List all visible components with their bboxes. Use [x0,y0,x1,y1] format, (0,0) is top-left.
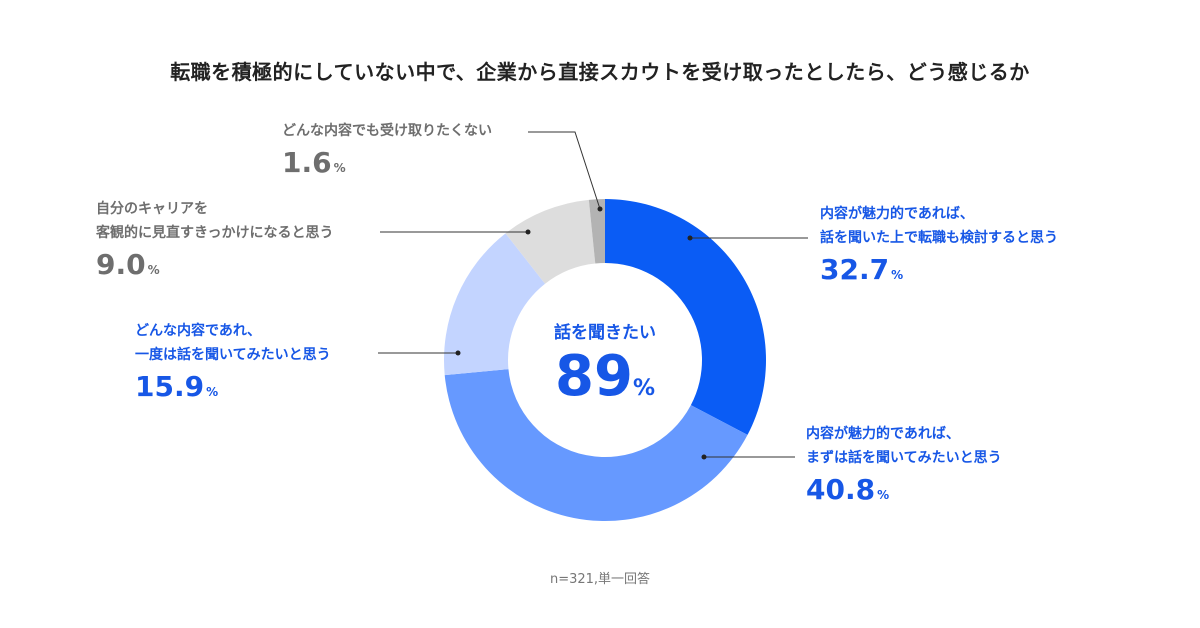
slice-value-2: 40.8% [806,473,890,506]
slice-label-4: 自分のキャリアを 客観的に見直すきっかけになると思う 9.0% [96,197,333,290]
slice-label-3: どんな内容であれ、 一度は話を聞いてみたいと思う 15.9% [135,319,331,412]
slice-value-1: 32.7% [820,253,904,286]
donut-slice-2 [444,369,748,521]
slice-label-2: 内容が魅力的であれば、 まずは話を聞いてみたいと思う 40.8% [806,422,1002,515]
donut-slice-4 [505,199,596,284]
slice-label-2-line-1: 内容が魅力的であれば、 [806,426,960,442]
donut-slice-5 [588,199,605,264]
slice-label-5: どんな内容でも受け取りたくない 1.6% [282,119,492,188]
donut-slice-3 [444,233,546,376]
leader-line-5 [528,131,601,210]
leader-dot-1 [687,235,693,241]
slice-label-1-line-2: 話を聞いた上で転職も検討すると思う [820,230,1058,246]
sample-note: n=321,単一回答 [549,572,651,587]
center-label: 話を聞きたい [554,323,656,343]
slice-value-3: 15.9% [135,370,219,403]
slice-label-3-line-2: 一度は話を聞いてみたいと思う [135,347,331,363]
slice-label-2-line-2: まずは話を聞いてみたいと思う [806,450,1002,466]
leader-dot-4 [525,229,531,235]
chart-title: 転職を積極的にしていない中で、企業から直接スカウトを受け取ったとしたら、どう感じ… [170,60,1030,84]
leader-dot-2 [701,454,707,460]
center-value: 89% [555,344,655,409]
slice-value-5: 1.6% [282,146,346,179]
slice-label-5-line-1: どんな内容でも受け取りたくない [282,123,492,139]
slice-label-4-line-2: 客観的に見直すきっかけになると思う [96,225,334,241]
slice-label-3-line-1: どんな内容であれ、 [135,323,261,339]
slice-label-4-line-1: 自分のキャリアを [96,201,208,217]
donut-slice-1 [605,199,766,435]
leader-dot-5 [597,206,603,212]
slice-label-1-line-1: 内容が魅力的であれば、 [820,206,974,222]
slice-value-4: 9.0% [96,248,160,281]
slice-label-1: 内容が魅力的であれば、 話を聞いた上で転職も検討すると思う 32.7% [820,202,1058,295]
leader-dot-3 [455,350,461,356]
